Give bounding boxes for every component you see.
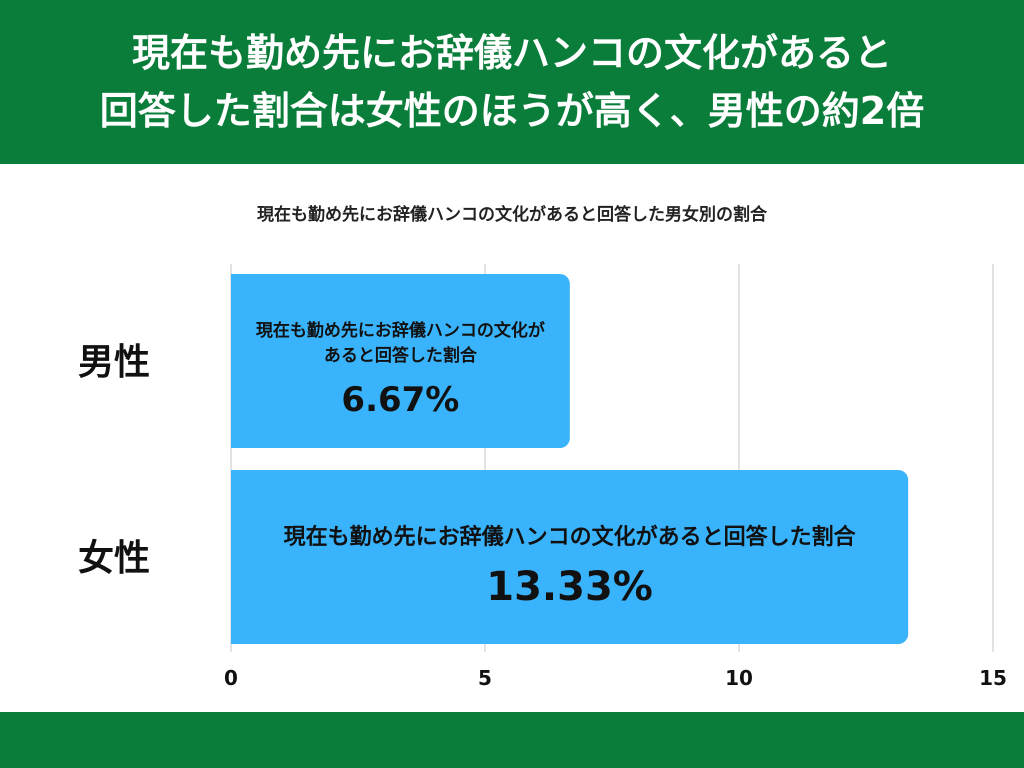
- x-tick-label-0: 0: [224, 666, 238, 690]
- header-title-line-2: 回答した割合は女性のほうが高く、男性の約2倍: [99, 89, 925, 133]
- header-title-line-1: 現在も勤め先にお辞儀ハンコの文化があると: [131, 31, 892, 75]
- bar-1: [231, 470, 909, 644]
- category-label-1: 女性: [78, 538, 150, 579]
- bar-chart: 0 5 10 15男性現在も勤め先にお辞儀ハンコの文化があると回答した割合6.67%女…: [78, 264, 1007, 690]
- bar-value-label-1: 13.33%: [486, 564, 653, 610]
- x-tick-label-2: 10: [725, 666, 753, 690]
- bar-value-label-0: 6.67%: [341, 380, 459, 420]
- x-tick-label-3: 15: [979, 666, 1007, 690]
- bar-0: [231, 274, 570, 448]
- chart-title: 現在も勤め先にお辞儀ハンコの文化があると回答した男女別の割合: [257, 205, 767, 225]
- x-tick-label-1: 5: [478, 666, 492, 690]
- category-label-0: 男性: [78, 342, 150, 383]
- footer-band: [0, 712, 1024, 768]
- bar-caption-0-0: 現在も勤め先にお辞儀ハンコの文化が: [256, 320, 545, 341]
- header-banner: 現在も勤め先にお辞儀ハンコの文化があると 回答した割合は女性のほうが高く、男性の…: [0, 0, 1024, 164]
- bar-caption-1-0: 現在も勤め先にお辞儀ハンコの文化があると回答した割合: [284, 524, 857, 550]
- bar-caption-0-1: あると回答した割合: [324, 345, 478, 366]
